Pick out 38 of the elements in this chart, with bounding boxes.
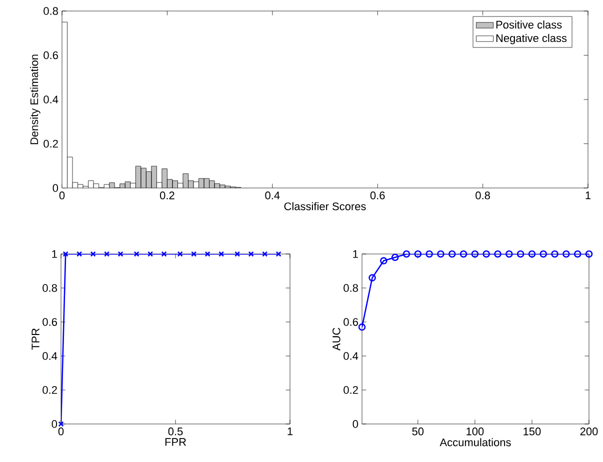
y-tick-label: 0.8 xyxy=(44,7,58,15)
y-tick-label: 0 xyxy=(52,420,58,428)
y-axis-title: AUC xyxy=(332,328,340,351)
y-tick-label: 0.4 xyxy=(42,352,58,360)
y-tick-label: 0 xyxy=(352,420,358,428)
x-tick-label: 0.4 xyxy=(265,192,280,200)
x-tick-label: 1 xyxy=(288,428,293,436)
y-tick-label: 0.6 xyxy=(42,318,57,326)
x-tick-label: 100 xyxy=(466,428,484,436)
y-axis-title: TPR xyxy=(32,328,40,350)
x-tick-label: 0.6 xyxy=(370,192,385,200)
y-tick-label: 0.6 xyxy=(344,318,358,326)
x-tick-label: 200 xyxy=(580,428,598,436)
x-axis-title: Accumulations xyxy=(440,438,511,446)
x-tick-label: 0 xyxy=(59,192,65,200)
legend-label: Positive class xyxy=(496,20,562,29)
x-tick-label: 150 xyxy=(524,428,541,436)
y-tick-label: 0.4 xyxy=(344,352,358,360)
y-tick-label: 0.2 xyxy=(44,140,58,148)
y-tick-label: 0.6 xyxy=(44,51,58,60)
x-tick-label: 0.5 xyxy=(168,428,183,436)
y-tick-label: 1 xyxy=(353,250,358,258)
y-tick-label: 0 xyxy=(52,184,58,192)
y-tick-label: 0.4 xyxy=(44,96,58,104)
y-tick-label: 0.2 xyxy=(344,386,358,394)
x-tick-label: 1 xyxy=(586,192,591,200)
legend-label: Negative class xyxy=(496,34,567,44)
x-tick-label: 0 xyxy=(58,428,64,436)
y-tick-label: 0.8 xyxy=(344,284,358,292)
x-tick-label: 0.2 xyxy=(160,192,174,200)
x-axis-title: Classifier Scores xyxy=(284,202,366,210)
y-axis-title: Density Estimation xyxy=(30,54,40,144)
y-tick-label: 0.2 xyxy=(42,386,57,394)
y-tick-label: 1 xyxy=(52,250,57,258)
x-tick-label: 0.8 xyxy=(476,192,490,200)
x-tick-label: 50 xyxy=(412,428,424,436)
x-axis-title: FPR xyxy=(165,438,186,446)
y-tick-label: 0.8 xyxy=(42,284,57,292)
